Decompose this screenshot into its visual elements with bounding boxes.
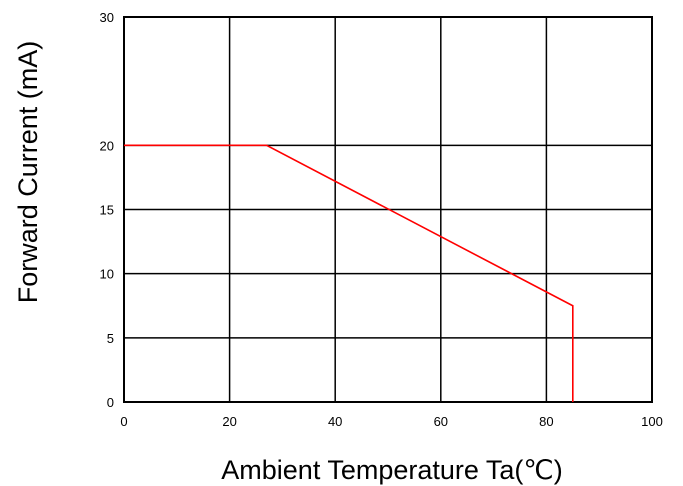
y-tick-label: 30: [100, 10, 114, 25]
y-tick-label: 10: [100, 267, 114, 282]
plot-frame: [123, 16, 653, 403]
derating-curve-line: [124, 144, 574, 402]
y-axis-ticks: 0 5 10 15 20 30: [100, 10, 114, 410]
x-tick-label: 40: [328, 414, 342, 429]
y-tick-label: 5: [107, 331, 114, 346]
y-tick-label: 20: [100, 138, 114, 153]
x-tick-label: 80: [539, 414, 553, 429]
x-tick-label: 20: [222, 414, 236, 429]
y-tick-label: 15: [100, 203, 114, 218]
series-layer: [124, 144, 574, 402]
y-tick-label: 0: [107, 395, 114, 410]
x-axis-ticks: 0 20 40 60 80 100: [120, 414, 662, 429]
y-axis-title: Forward Current (mA): [13, 41, 43, 304]
x-tick-label: 100: [641, 414, 663, 429]
x-axis-title: Ambient Temperature Ta(℃): [221, 455, 562, 485]
x-tick-label: 60: [434, 414, 448, 429]
x-tick-label: 0: [120, 414, 127, 429]
